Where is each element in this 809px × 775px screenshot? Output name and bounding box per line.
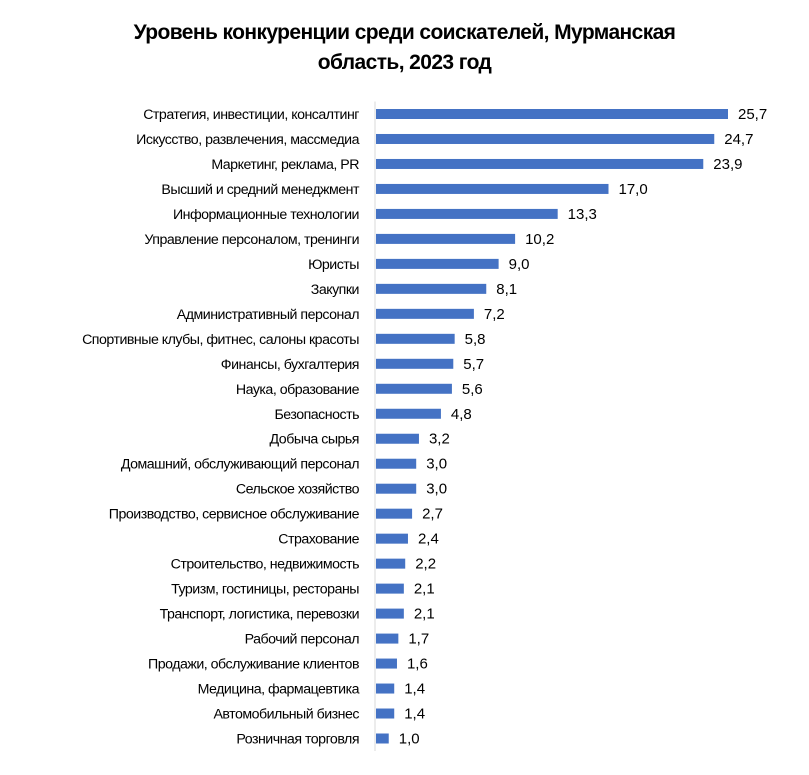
bar [376,558,406,569]
bar [376,508,413,519]
category-label: Спортивные клубы, фитнес, салоны красоты [82,332,359,348]
data-label: 5,8 [465,331,486,348]
bar [376,258,499,269]
bar [376,458,417,469]
data-label: 23,9 [713,156,742,173]
bar [376,533,408,544]
category-label: Добыча сырья [270,432,359,448]
bar [376,733,389,744]
category-label: Информационные технологии [173,207,359,223]
category-label: Наука, образование [236,382,360,398]
category-label: Высший и средний менеджмент [161,182,360,198]
bar [376,158,704,169]
data-label: 1,6 [407,656,428,673]
data-label: 5,7 [463,356,484,373]
category-label: Транспорт, логистика, перевозки [160,607,359,623]
bar [376,208,558,219]
chart-title-line-1: Уровень конкуренции среди соискателей, М… [133,21,676,44]
category-label: Продажи, обслуживание клиентов [148,657,359,673]
bar [376,683,395,694]
category-label: Безопасность [274,407,359,423]
chart-title: Уровень конкуренции среди соискателей, М… [0,18,809,78]
bar [376,308,474,319]
bar [376,633,399,644]
category-label: Розничная торговля [236,732,359,748]
category-label: Маркетинг, реклама, PR [211,157,359,173]
data-label: 8,1 [496,281,517,298]
bar [376,708,395,719]
data-label: 13,3 [568,206,597,223]
data-label: 2,2 [415,556,436,573]
data-label: 25,7 [738,106,767,123]
data-label: 7,2 [484,306,505,323]
bar [376,608,404,619]
category-label: Управление персоналом, тренинги [144,232,359,248]
bar [376,333,455,344]
category-label: Административный персонал [177,307,359,323]
category-label: Страхование [278,532,359,548]
bar [376,658,397,669]
bar [376,133,715,144]
bar [376,109,728,119]
data-label: 3,0 [426,456,447,473]
data-label: 17,0 [619,181,648,198]
data-label: 24,7 [724,131,753,148]
data-label: 1,7 [408,631,429,648]
data-label: 9,0 [509,256,530,273]
category-label: Стратегия, инвестиции, консалтинг [143,107,359,123]
category-label: Туризм, гостиницы, рестораны [171,582,359,598]
category-label: Рабочий персонал [245,632,360,648]
bar [376,358,454,369]
category-label: Строительство, недвижимость [171,557,359,573]
bar [376,283,487,294]
data-label: 5,6 [462,381,483,398]
category-label: Сельское хозяйство [236,482,360,498]
category-label: Финансы, бухгалтерия [221,357,359,373]
data-label: 3,0 [426,481,447,498]
category-label: Закупки [311,282,359,298]
bar [376,383,452,394]
bar [376,583,404,594]
bar [376,483,417,494]
data-label: 2,7 [422,506,443,523]
bar [376,433,419,444]
bar [376,408,441,419]
category-label: Медицина, фармацевтика [198,682,360,698]
category-label: Производство, сервисное обслуживание [109,507,360,523]
bar [376,233,516,244]
data-label: 2,1 [414,606,435,623]
bar [376,183,609,194]
category-label: Автомобильный бизнес [213,707,359,723]
data-label: 10,2 [525,231,554,248]
category-label: Домашний, обслуживающий персонал [121,457,359,473]
category-label: Юристы [308,257,359,273]
data-label: 1,4 [404,681,425,698]
data-label: 4,8 [451,406,472,423]
data-label: 3,2 [429,431,450,448]
category-label: Искусство, развлечения, массмедиа [136,132,359,148]
data-label: 1,4 [404,706,425,723]
data-label: 2,1 [414,581,435,598]
data-label: 1,0 [399,731,420,748]
chart-title-line-2: область, 2023 год [317,51,492,74]
data-label: 2,4 [418,531,439,548]
